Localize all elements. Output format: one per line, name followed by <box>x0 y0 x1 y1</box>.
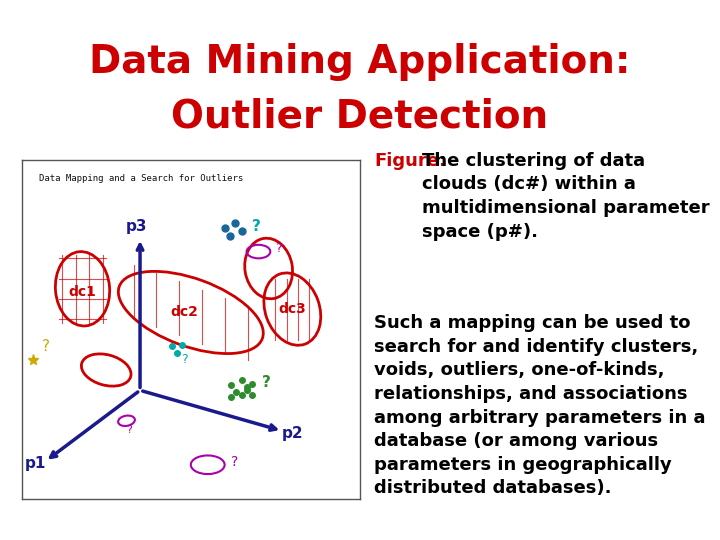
Text: ?: ? <box>231 455 238 469</box>
Text: Data Mining Application:: Data Mining Application: <box>89 43 631 81</box>
Text: ?: ? <box>181 353 187 366</box>
Text: ?: ? <box>42 340 50 354</box>
Text: Data Mapping and a Search for Outliers: Data Mapping and a Search for Outliers <box>39 174 243 183</box>
Text: ?: ? <box>127 424 132 435</box>
Text: Figure:: Figure: <box>374 152 446 170</box>
Text: p2: p2 <box>282 426 303 441</box>
Text: ?: ? <box>262 375 271 390</box>
Text: ?: ? <box>275 241 282 254</box>
Text: dc3: dc3 <box>279 302 306 316</box>
Text: The clustering of data
clouds (dc#) within a
multidimensional parameter
space (p: The clustering of data clouds (dc#) with… <box>423 152 710 240</box>
Text: Such a mapping can be used to
search for and identify clusters,
voids, outliers,: Such a mapping can be used to search for… <box>374 314 706 497</box>
Text: p3: p3 <box>126 219 148 234</box>
Text: ?: ? <box>252 219 261 234</box>
Text: dc2: dc2 <box>170 306 198 320</box>
Text: Outlier Detection: Outlier Detection <box>171 97 549 135</box>
Text: p1: p1 <box>24 456 46 471</box>
Text: dc1: dc1 <box>68 285 96 299</box>
